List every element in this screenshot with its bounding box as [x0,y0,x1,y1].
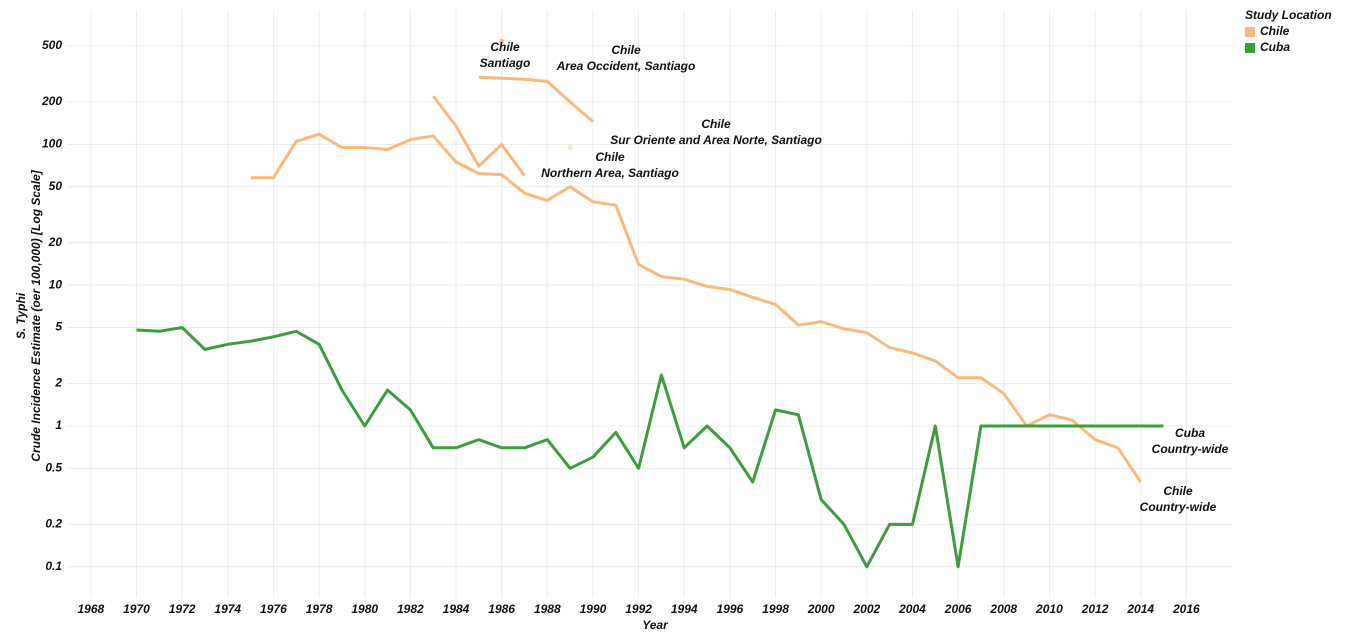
data-point [567,144,573,150]
series-label: Chile [595,150,625,164]
series-label: Chile [1163,484,1193,498]
y-tick-label: 0.2 [45,517,62,531]
x-tick-label: 1990 [580,602,607,616]
x-tick-label: 1986 [488,602,515,616]
legend-label: Cuba [1260,40,1290,54]
x-tick-label: 2004 [898,602,926,616]
y-axis-title: S. Typhi [14,292,28,339]
data-line [136,326,1164,569]
x-tick-label: 2006 [944,602,972,616]
y-axis-title: Crude Incidence Estimate (oer 100,000) [… [29,169,43,461]
y-tick-label: 2 [54,376,62,390]
series-label: Cuba [1175,426,1205,440]
x-tick-label: 1970 [123,602,150,616]
x-tick-label: 1992 [625,602,652,616]
y-tick-label: 10 [49,277,63,291]
data-point [499,38,505,44]
x-tick-label: 1988 [534,602,561,616]
x-tick-label: 1978 [306,602,333,616]
y-tick-label: 200 [41,94,62,108]
series-label: Chile [701,117,731,131]
x-tick-label: 1976 [260,602,287,616]
x-tick-label: 1968 [77,602,104,616]
x-axis-title: Year [642,618,669,632]
series-label: Country-wide [1140,500,1217,514]
series-label: Area Occident, Santiago [556,59,696,73]
x-tick-label: 1980 [351,602,378,616]
x-tick-label: 2008 [989,602,1017,616]
x-tick-label: 1998 [762,602,789,616]
x-tick-label: 1984 [443,602,470,616]
data-line [432,95,526,177]
y-tick-label: 0.1 [45,559,62,573]
y-tick-label: 5 [55,320,62,334]
legend-title: Study Location [1245,8,1332,22]
y-tick-label: 0.5 [45,461,62,475]
series-label: Country-wide [1152,442,1229,456]
x-tick-label: 2002 [852,602,880,616]
data-line [478,75,594,123]
series-label: Chile [490,40,520,54]
series-label: Chile [611,43,641,57]
legend-swatch [1245,43,1255,53]
x-tick-label: 1996 [717,602,744,616]
y-tick-label: 1 [55,418,62,432]
series-label: Northern Area, Santiago [541,166,679,180]
x-tick-label: 1974 [214,602,241,616]
x-tick-label: 1994 [671,602,698,616]
x-tick-label: 1982 [397,602,424,616]
data-line [250,132,1142,483]
x-tick-label: 2000 [807,602,835,616]
series-label: Sur Oriente and Area Norte, Santiago [610,133,822,147]
x-tick-label: 2010 [1035,602,1063,616]
y-tick-label: 500 [42,38,62,52]
y-tick-label: 100 [42,137,62,151]
x-tick-label: 2016 [1172,602,1200,616]
y-tick-label: 50 [49,179,63,193]
legend-label: Chile [1260,24,1290,38]
x-tick-label: 2014 [1126,602,1154,616]
x-tick-label: 2012 [1081,602,1109,616]
x-tick-label: 1972 [169,602,196,616]
series-label: Santiago [480,56,531,70]
legend-swatch [1245,27,1255,37]
y-tick-label: 20 [48,235,63,249]
